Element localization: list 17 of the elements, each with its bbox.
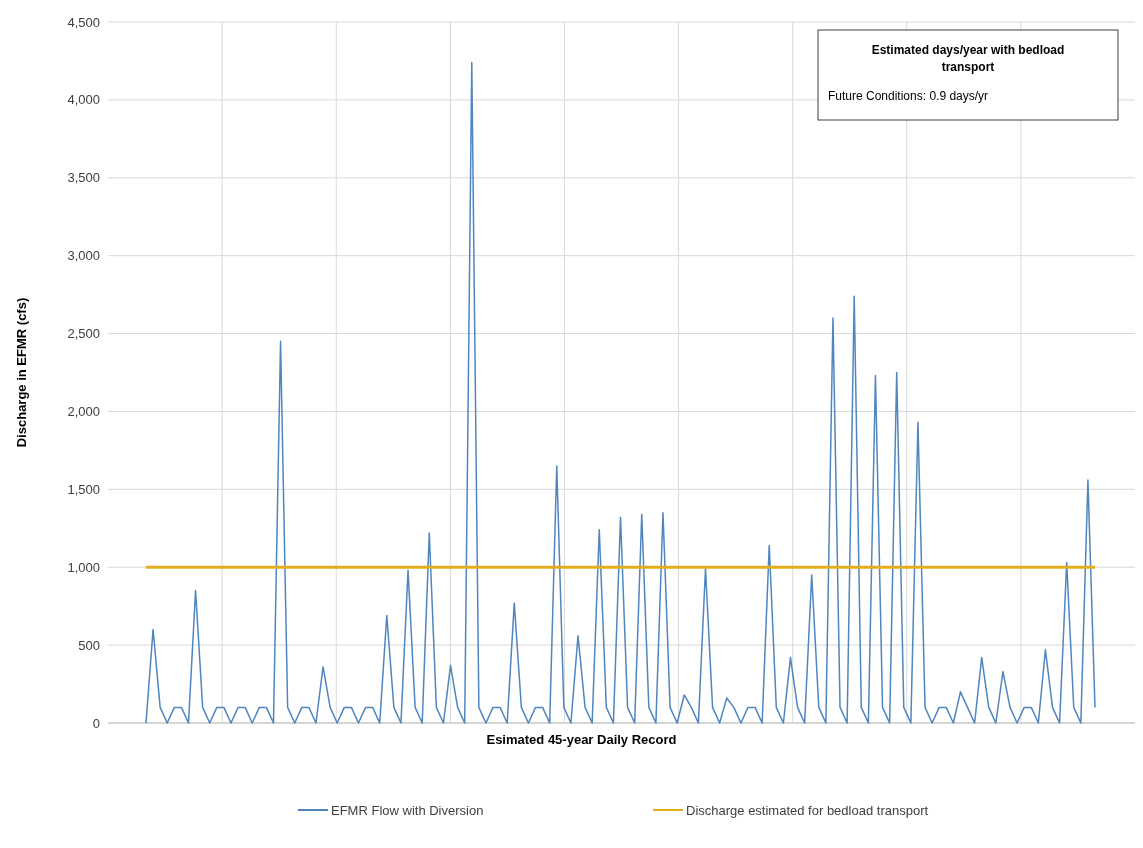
- y-tick-label: 3,000: [67, 248, 100, 264]
- y-tick-label: 500: [78, 637, 100, 653]
- legend-label: EFMR Flow with Diversion: [331, 802, 484, 818]
- y-tick-label: 4,000: [67, 92, 100, 108]
- annotation: Future Conditions: 0.9 days/yr: [828, 89, 989, 103]
- annotation: Estimated days/year with bedload transport: [871, 43, 1065, 74]
- y-tick-label: 1,000: [67, 559, 100, 575]
- line-series: [145, 61, 1096, 724]
- y-axis-title: Discharge in EFMR (cfs): [14, 297, 29, 448]
- y-tick-label: 3,500: [67, 170, 100, 186]
- y-tick-label: 4,500: [67, 14, 100, 30]
- legend-label: Discharge estimated for bedload transport: [686, 802, 929, 818]
- y-tick-label: 2,000: [67, 403, 100, 419]
- x-axis-title: Esimated 45-year Daily Record: [486, 732, 677, 747]
- y-tick-label: 2,500: [67, 326, 100, 342]
- y-tick-label: 0: [92, 715, 100, 731]
- y-tick-label: 1,500: [67, 481, 100, 497]
